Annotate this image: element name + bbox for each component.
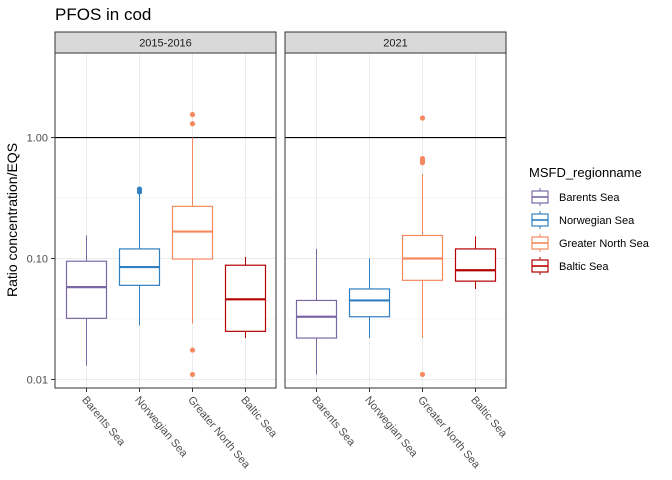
legend-key-greater-north-sea: Greater North Sea — [531, 234, 650, 252]
box-barents-sea — [65, 235, 108, 366]
outlier-point — [419, 160, 426, 166]
outlier-point — [189, 121, 196, 127]
outlier-point — [419, 371, 426, 378]
y-axis: 0.01 0.10 1.00 — [27, 133, 55, 386]
legend-key-baltic-sea: Baltic Sea — [531, 257, 609, 275]
outlier-point — [189, 111, 196, 118]
legend-label: Greater North Sea — [559, 238, 650, 250]
legend-label: Baltic Sea — [559, 261, 609, 273]
outlier-point — [189, 347, 196, 353]
x-tick-label: Barents Sea — [309, 394, 358, 449]
box-norwegian-sea — [118, 186, 161, 326]
legend-key-barents-sea: Barents Sea — [531, 188, 620, 206]
legend-title: MSFD_regionname — [529, 165, 642, 180]
y-axis-title: Ratio concentration/EQS — [4, 143, 20, 297]
panel-border — [284, 52, 507, 389]
box-norwegian-sea — [348, 258, 391, 339]
legend: MSFD_regionname Barents Sea Norwegian Sea… — [529, 165, 650, 275]
legend-label: Norwegian Sea — [559, 215, 635, 227]
box-iqr — [65, 260, 108, 319]
y-tick-label: 1.00 — [27, 133, 48, 145]
outlier-point — [189, 371, 196, 378]
box-iqr — [171, 205, 214, 260]
panel-border — [54, 52, 277, 389]
facet-strip-label: 2021 — [383, 38, 407, 50]
x-tick-label: Baltic Sea — [468, 394, 510, 440]
box-baltic-sea — [454, 236, 497, 289]
outlier-point — [136, 186, 143, 192]
legend-label: Barents Sea — [559, 192, 620, 204]
y-tick-label: 0.01 — [27, 374, 48, 386]
outlier-point — [419, 115, 426, 121]
box-iqr — [348, 288, 391, 318]
box-baltic-sea — [224, 256, 267, 339]
box-iqr — [454, 248, 497, 282]
x-tick-label: Baltic Sea — [238, 394, 280, 440]
box-barents-sea — [295, 248, 338, 375]
legend-key-norwegian-sea: Norwegian Sea — [531, 211, 635, 229]
x-tick-label: Norwegian Sea — [362, 394, 420, 460]
box-greater-north-sea — [401, 115, 444, 378]
box-greater-north-sea — [171, 111, 214, 378]
y-tick-label: 0.10 — [27, 254, 48, 266]
x-tick-label: Norwegian Sea — [132, 394, 190, 460]
chart-title: PFOS in cod — [55, 5, 151, 24]
facet-strip-label: 2015-2016 — [139, 38, 192, 50]
box-iqr — [295, 299, 338, 339]
x-tick-label: Barents Sea — [79, 394, 128, 449]
